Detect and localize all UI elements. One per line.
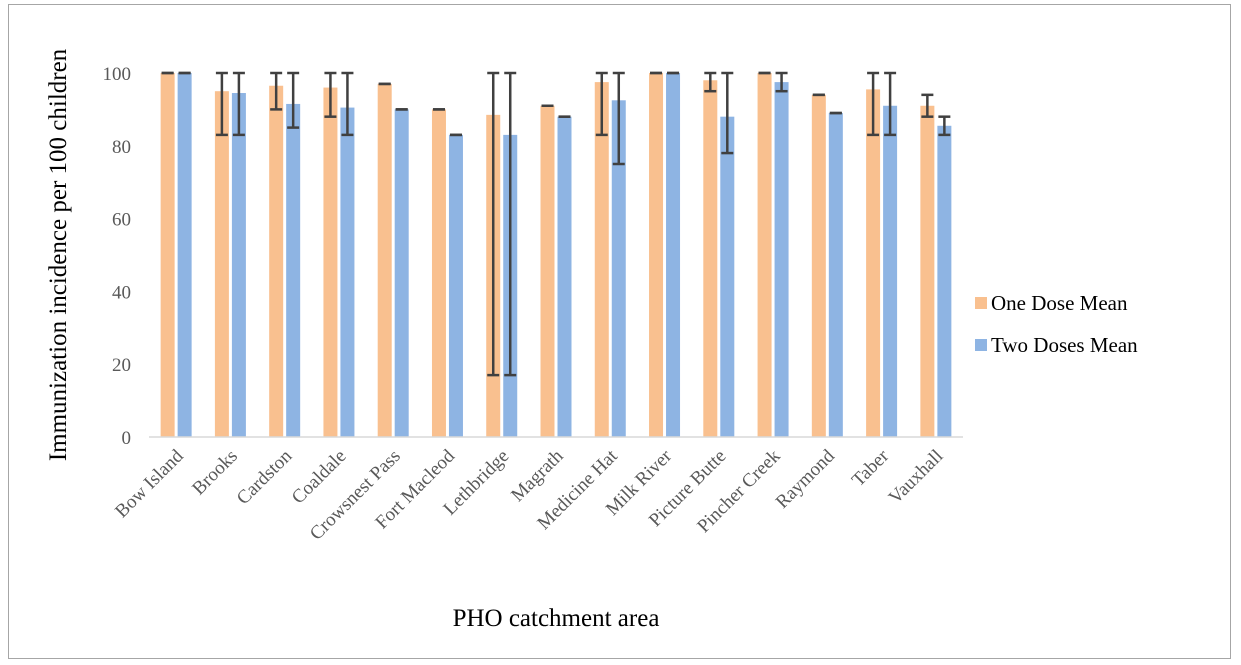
bar-one-dose <box>269 85 284 438</box>
bar-one-dose <box>323 87 338 437</box>
legend-label-two-doses: Two Doses Mean <box>991 333 1138 357</box>
y-tick-label: 60 <box>112 210 131 231</box>
x-tick-label: Vauxhall <box>885 446 948 509</box>
x-tick-label: Cardston <box>233 445 297 509</box>
bar-two-doses <box>340 107 355 437</box>
x-tick-labels: Bow Island BrooksCardstonCoaldaleCrowsnes… <box>111 445 947 544</box>
error-bar <box>867 71 880 137</box>
y-tick-label: 80 <box>112 137 131 158</box>
bar-two-doses <box>666 73 681 437</box>
bar-two-doses <box>231 93 246 438</box>
x-tick-label: Taber <box>848 445 894 491</box>
x-tick-label: Brooks <box>188 446 242 500</box>
error-bar <box>324 71 337 118</box>
bar-one-dose <box>757 73 772 437</box>
y-axis-title: Immunization incidence per 100 children <box>45 48 72 461</box>
y-tick-labels: 0 20 40 60 80 100 <box>103 64 132 449</box>
x-tick-label: Raymond <box>772 445 839 512</box>
bar-one-dose <box>214 91 229 437</box>
bar-two-doses <box>177 73 192 437</box>
bar-two-doses <box>286 103 301 437</box>
y-tick-label: 0 <box>122 428 132 449</box>
error-bar <box>504 71 517 377</box>
bar-one-dose <box>160 73 175 437</box>
error-bar <box>921 93 934 118</box>
bar-one-dose <box>703 80 718 437</box>
legend-swatch-two-doses <box>975 339 987 351</box>
bar-two-doses <box>720 116 735 438</box>
error-bars-layer <box>161 71 951 377</box>
bar-two-doses <box>883 105 898 437</box>
bar-chart: 0 20 40 60 80 100 Bow Island BrooksCardstonCoa… <box>45 48 1138 632</box>
error-bar <box>704 71 717 93</box>
error-bar <box>487 71 500 377</box>
bar-one-dose <box>866 89 881 437</box>
y-tick-label: 40 <box>112 282 131 303</box>
error-bar <box>287 71 300 129</box>
error-bar <box>232 71 245 137</box>
bar-two-doses <box>611 100 626 438</box>
bar-two-doses <box>828 113 843 437</box>
error-bar <box>215 71 228 137</box>
bar-one-dose <box>594 82 609 437</box>
bars-layer <box>160 73 952 438</box>
chart-frame: 0 20 40 60 80 100 Bow Island Brooks Cardston Coa… <box>8 4 1231 659</box>
bar-one-dose <box>377 83 392 438</box>
y-tick-label: 20 <box>112 355 131 376</box>
bar-two-doses <box>937 125 952 437</box>
error-bar <box>612 71 625 166</box>
error-bar <box>341 71 354 137</box>
x-tick-label: Bow Island <box>111 445 188 522</box>
legend-swatch-one-dose <box>975 297 987 309</box>
bar-two-doses <box>448 134 463 437</box>
bar-one-dose <box>540 105 555 437</box>
error-bar <box>938 115 951 137</box>
bar-one-dose <box>649 73 664 437</box>
bar-one-dose <box>811 94 826 437</box>
error-bar <box>884 71 897 137</box>
x-axis-title: PHO catchment area <box>453 605 660 632</box>
bar-one-dose <box>431 109 446 438</box>
bar-two-doses <box>394 109 409 438</box>
error-bar <box>775 71 788 93</box>
bar-one-dose <box>920 105 935 437</box>
legend: One Dose Mean Two Doses Mean <box>975 291 1138 357</box>
error-bar <box>270 71 283 111</box>
y-tick-label: 100 <box>103 64 132 85</box>
error-bar <box>721 71 734 155</box>
bar-two-doses <box>557 116 572 438</box>
error-bar <box>595 71 608 137</box>
legend-label-one-dose: One Dose Mean <box>991 291 1128 315</box>
bar-two-doses <box>774 82 789 437</box>
